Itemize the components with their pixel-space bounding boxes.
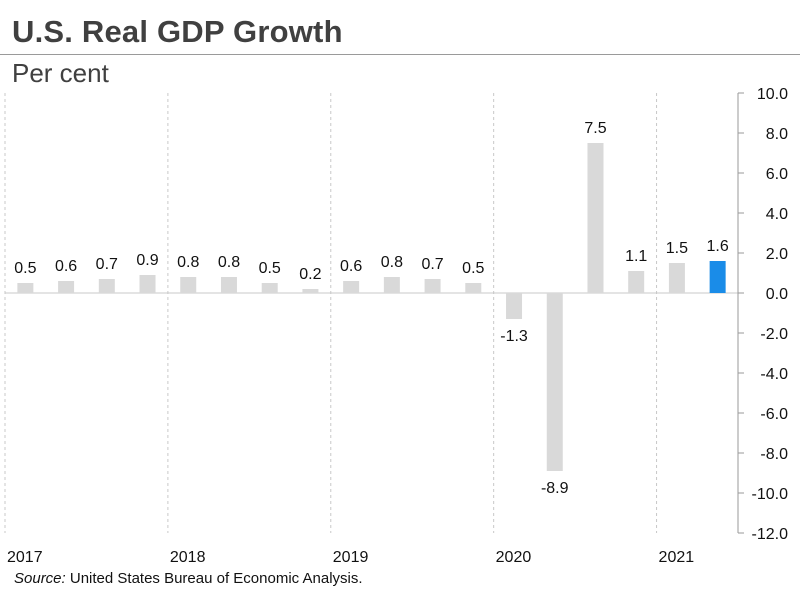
source-note: Source: United States Bureau of Economic…: [14, 570, 363, 587]
bar: [343, 281, 360, 293]
y-tick-label: -2.0: [760, 326, 788, 343]
chart-subtitle: Per cent: [12, 58, 109, 88]
chart-title: U.S. Real GDP Growth: [12, 14, 343, 49]
y-tick-label: -6.0: [760, 406, 788, 423]
bar-value-label: 1.1: [625, 248, 647, 265]
bar: [383, 277, 400, 293]
y-tick-label: 2.0: [766, 246, 788, 263]
bar-value-label: 0.9: [136, 252, 158, 269]
bar-value-label: 0.5: [259, 260, 281, 277]
bar-value-label: 0.7: [96, 256, 118, 273]
bar: [58, 281, 75, 293]
bar-value-label: 1.5: [666, 240, 688, 257]
y-tick-label: 8.0: [766, 126, 788, 143]
bar-value-label: -1.3: [500, 328, 528, 345]
bar-value-label: 0.6: [340, 258, 362, 275]
bar-value-label: 0.8: [218, 254, 240, 271]
y-tick-label: 10.0: [757, 86, 788, 103]
x-year-label: 2020: [496, 549, 532, 566]
bar: [424, 279, 441, 293]
bar: [220, 277, 237, 293]
y-tick-label: 4.0: [766, 206, 788, 223]
bar: [98, 279, 115, 293]
x-year-label: 2017: [7, 549, 43, 566]
bar: [180, 277, 197, 293]
bar-value-label: -8.9: [541, 480, 569, 497]
bar: [668, 263, 685, 293]
bar-value-label: 0.8: [381, 254, 403, 271]
bar: [17, 283, 34, 293]
bar-value-label: 0.7: [421, 256, 443, 273]
title-divider: [0, 54, 800, 55]
source-label: Source:: [14, 570, 66, 587]
bar: [465, 283, 482, 293]
y-tick-label: 6.0: [766, 166, 788, 183]
bar: [546, 293, 563, 471]
bar: [261, 283, 278, 293]
bar-value-label: 0.5: [14, 260, 36, 277]
bar: [139, 275, 156, 293]
bar-value-label: 0.2: [299, 266, 321, 283]
bar: [628, 271, 645, 293]
bar-value-label: 0.5: [462, 260, 484, 277]
y-tick-label: -4.0: [760, 366, 788, 383]
x-year-label: 2018: [170, 549, 206, 566]
y-tick-label: -12.0: [752, 526, 789, 543]
y-tick-label: -10.0: [752, 486, 789, 503]
x-year-label: 2021: [659, 549, 695, 566]
bar: [302, 289, 319, 293]
y-tick-label: -8.0: [760, 446, 788, 463]
y-tick-label: 0.0: [766, 286, 788, 303]
bar-value-label: 0.8: [177, 254, 199, 271]
bar: [709, 261, 726, 293]
bar-value-label: 1.6: [707, 238, 729, 255]
source-text: United States Bureau of Economic Analysi…: [65, 570, 363, 587]
x-year-label: 2019: [333, 549, 369, 566]
bar: [506, 293, 523, 319]
bar-value-label: 7.5: [584, 120, 606, 137]
bar-value-label: 0.6: [55, 258, 77, 275]
bar: [587, 143, 604, 293]
